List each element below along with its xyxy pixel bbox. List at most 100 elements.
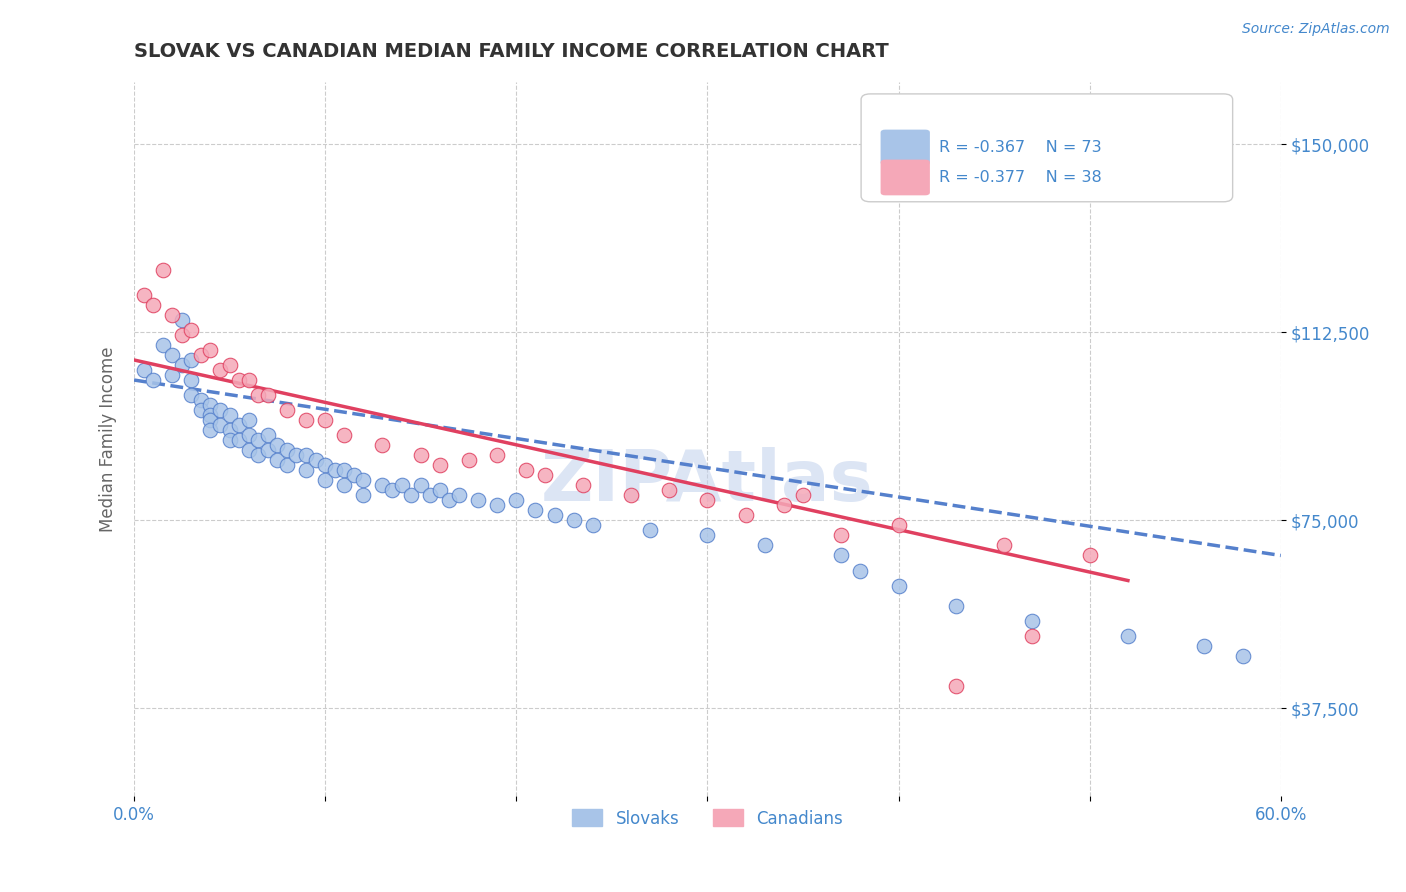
- Point: [170, 358, 193, 372]
- Point: [295, 448, 318, 462]
- Point: [228, 433, 250, 447]
- Point: [352, 473, 374, 487]
- Point: [534, 468, 557, 483]
- Text: ZIPAtlas: ZIPAtlas: [541, 447, 873, 516]
- Point: [439, 493, 461, 508]
- Point: [295, 463, 318, 477]
- Point: [162, 348, 184, 362]
- Legend: Slovaks, Canadians: Slovaks, Canadians: [565, 803, 849, 834]
- Point: [162, 308, 184, 322]
- FancyBboxPatch shape: [860, 94, 1233, 202]
- Point: [754, 538, 776, 552]
- Point: [256, 388, 278, 402]
- Point: [696, 493, 718, 508]
- Point: [276, 458, 298, 473]
- Point: [419, 488, 441, 502]
- Point: [228, 418, 250, 433]
- Point: [457, 453, 479, 467]
- Point: [190, 403, 212, 417]
- Point: [295, 413, 318, 427]
- Point: [945, 599, 967, 613]
- Point: [218, 358, 240, 372]
- Point: [945, 679, 967, 693]
- Point: [515, 463, 537, 477]
- Point: [200, 343, 222, 357]
- Text: R = -0.377    N = 38: R = -0.377 N = 38: [939, 170, 1102, 185]
- Point: [333, 463, 356, 477]
- Y-axis label: Median Family Income: Median Family Income: [100, 346, 117, 532]
- Point: [228, 373, 250, 387]
- Point: [887, 578, 910, 592]
- Point: [505, 493, 527, 508]
- Point: [371, 438, 394, 452]
- Point: [238, 413, 260, 427]
- Point: [218, 408, 240, 422]
- Point: [1232, 648, 1254, 663]
- Point: [830, 549, 852, 563]
- Point: [152, 262, 174, 277]
- Point: [142, 373, 165, 387]
- Text: Source: ZipAtlas.com: Source: ZipAtlas.com: [1241, 22, 1389, 37]
- Point: [849, 564, 872, 578]
- Point: [381, 483, 404, 498]
- Point: [1194, 639, 1216, 653]
- Point: [256, 428, 278, 442]
- Point: [208, 418, 231, 433]
- Point: [218, 433, 240, 447]
- Point: [391, 478, 413, 492]
- Point: [142, 298, 165, 312]
- Point: [247, 388, 270, 402]
- Point: [180, 388, 202, 402]
- Point: [276, 403, 298, 417]
- Point: [582, 518, 605, 533]
- Point: [1116, 629, 1139, 643]
- Point: [333, 478, 356, 492]
- Point: [208, 403, 231, 417]
- Point: [132, 287, 155, 301]
- Point: [218, 423, 240, 437]
- Point: [200, 408, 222, 422]
- Point: [190, 393, 212, 408]
- Point: [734, 508, 756, 523]
- Point: [429, 458, 451, 473]
- Point: [792, 488, 814, 502]
- Text: SLOVAK VS CANADIAN MEDIAN FAMILY INCOME CORRELATION CHART: SLOVAK VS CANADIAN MEDIAN FAMILY INCOME …: [134, 42, 889, 61]
- FancyBboxPatch shape: [880, 160, 929, 195]
- Point: [304, 453, 326, 467]
- Point: [314, 458, 336, 473]
- Point: [1021, 629, 1043, 643]
- Point: [180, 373, 202, 387]
- Point: [1078, 549, 1101, 563]
- Point: [238, 443, 260, 458]
- Point: [620, 488, 643, 502]
- Point: [773, 499, 796, 513]
- Point: [162, 368, 184, 382]
- Text: R = -0.367    N = 73: R = -0.367 N = 73: [939, 140, 1102, 155]
- Point: [993, 538, 1015, 552]
- Point: [200, 423, 222, 437]
- Point: [180, 353, 202, 368]
- Point: [543, 508, 565, 523]
- Point: [658, 483, 681, 498]
- Point: [170, 313, 193, 327]
- Point: [333, 428, 356, 442]
- Point: [562, 513, 585, 527]
- Point: [314, 473, 336, 487]
- Point: [180, 323, 202, 337]
- Point: [256, 443, 278, 458]
- Point: [830, 528, 852, 542]
- FancyBboxPatch shape: [880, 129, 929, 165]
- Point: [429, 483, 451, 498]
- Point: [247, 448, 270, 462]
- Point: [447, 488, 470, 502]
- Point: [170, 327, 193, 342]
- Point: [200, 413, 222, 427]
- Point: [132, 363, 155, 377]
- Point: [285, 448, 308, 462]
- Point: [409, 448, 432, 462]
- Point: [486, 448, 509, 462]
- Point: [152, 338, 174, 352]
- Point: [200, 398, 222, 412]
- Point: [343, 468, 366, 483]
- Point: [467, 493, 489, 508]
